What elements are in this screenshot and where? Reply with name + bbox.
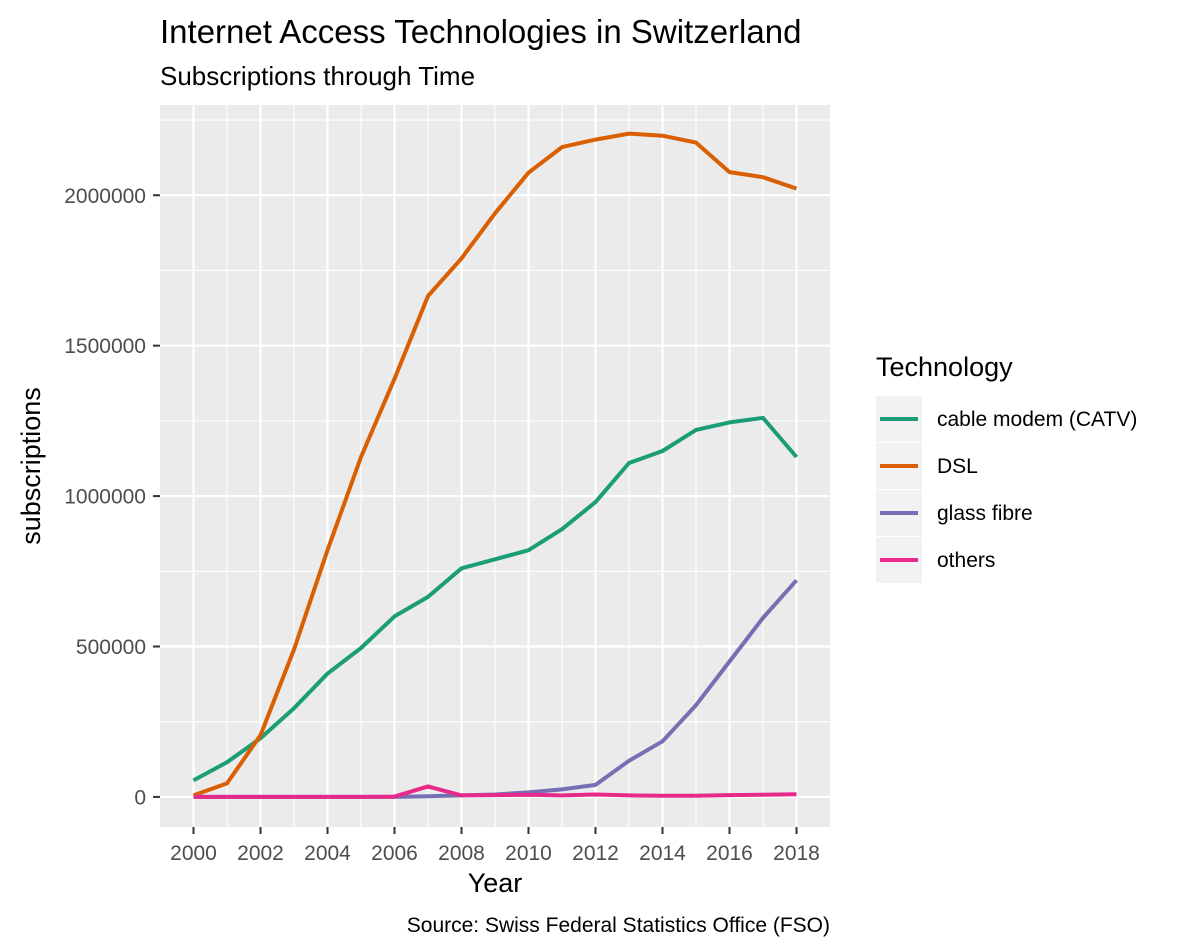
- x-axis-title: Year: [468, 868, 523, 898]
- legend-item-glass-fibre: glass fibre: [876, 490, 1033, 536]
- x-tick-label: 2018: [773, 842, 820, 865]
- y-axis-ticks: 0 500000 1000000 1500000 2000000: [64, 185, 160, 809]
- legend-item-others: others: [876, 537, 995, 583]
- legend-label: others: [937, 549, 995, 572]
- source-caption: Source: Swiss Federal Statistics Office …: [407, 914, 830, 937]
- legend: Technology cable modem (CATV) DSL glass fi…: [876, 352, 1137, 583]
- x-tick-label: 2004: [304, 842, 351, 865]
- series-line-others: [193, 784, 797, 799]
- legend-items: cable modem (CATV) DSL glass fibre others: [876, 396, 1137, 583]
- y-tick-label: 1000000: [64, 486, 146, 509]
- legend-label: glass fibre: [937, 502, 1033, 525]
- legend-item-cable-modem-catv: cable modem (CATV): [876, 396, 1137, 442]
- legend-item-dsl: DSL: [876, 443, 978, 489]
- chart-title: Internet Access Technologies in Switzerl…: [160, 13, 801, 50]
- series-line-dsl: [192, 131, 798, 798]
- x-tick-label: 2008: [438, 842, 485, 865]
- y-tick-label: 0: [134, 786, 146, 809]
- series-lines: [192, 131, 799, 799]
- legend-title: Technology: [876, 352, 1013, 382]
- series-line-cable-modem-catv: [192, 415, 799, 783]
- x-tick-label: 2002: [237, 842, 284, 865]
- x-tick-label: 2014: [639, 842, 686, 865]
- x-axis-ticks: 2000 2002 2004 2006 2008 2010 2012 2014 2016 2018: [170, 827, 820, 865]
- x-tick-label: 2012: [572, 842, 619, 865]
- y-axis-title: subscriptions: [16, 387, 46, 545]
- x-tick-label: 2006: [371, 842, 418, 865]
- minor-gridlines: [160, 105, 830, 827]
- y-tick-label: 500000: [76, 636, 146, 659]
- chart-subtitle: Subscriptions through Time: [160, 61, 475, 91]
- x-tick-label: 2010: [505, 842, 552, 865]
- x-tick-label: 2000: [170, 842, 217, 865]
- legend-label: DSL: [937, 455, 978, 478]
- y-tick-label: 1500000: [64, 335, 146, 358]
- x-tick-label: 2016: [706, 842, 753, 865]
- major-gridlines: [160, 105, 830, 827]
- y-tick-label: 2000000: [64, 185, 146, 208]
- legend-label: cable modem (CATV): [937, 408, 1137, 431]
